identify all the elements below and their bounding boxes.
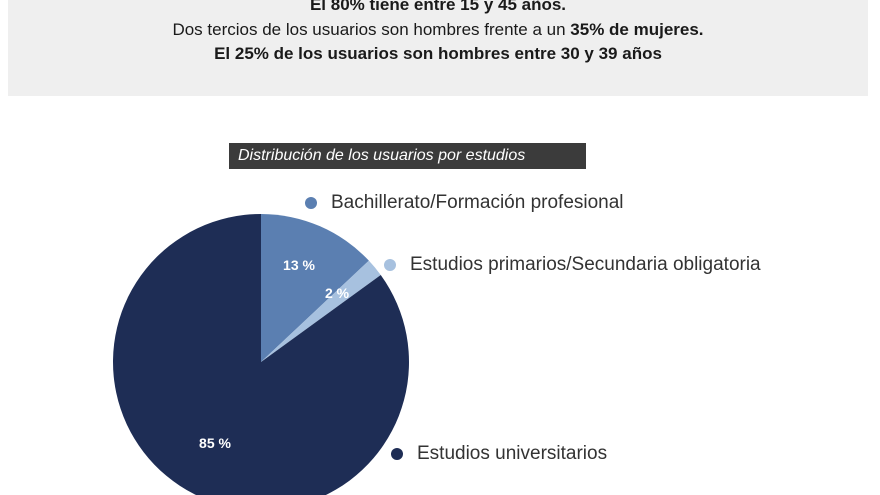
legend-dot-primarios: [384, 259, 396, 271]
chart-title: Distribución de los usuarios por estudio…: [229, 143, 586, 169]
slice-primarios: [261, 260, 381, 362]
legend-label-bachillerato: Bachillerato/Formación profesional: [331, 192, 624, 213]
slice-bachillerato: [261, 214, 369, 362]
info-line-2-text: Dos tercios de los usuarios son hombres …: [172, 20, 571, 39]
info-line-2-bold: 35% de mujeres.: [570, 20, 704, 39]
legend-dot-bachillerato: [305, 197, 317, 209]
label-universitarios: 85 %: [199, 435, 231, 451]
legend-label-primarios: Estudios primarios/Secundaria obligatori…: [410, 254, 761, 275]
info-box: El 80% tiene entre 15 y 45 años. Dos ter…: [8, 0, 868, 96]
label-bachillerato: 13 %: [283, 257, 315, 273]
legend-item-bachillerato: Bachillerato/Formación profesional: [305, 191, 624, 215]
slice-universitarios: [113, 214, 409, 495]
info-line-2: Dos tercios de los usuarios son hombres …: [8, 19, 868, 41]
legend-dot-universitarios: [391, 448, 403, 460]
info-line-3: El 25% de los usuarios son hombres entre…: [214, 44, 662, 63]
legend-label-universitarios: Estudios universitarios: [417, 443, 608, 464]
info-line-1: El 80% tiene entre 15 y 45 años.: [309, 0, 567, 14]
legend-item-universitarios: Estudios universitarios: [391, 442, 607, 466]
legend-item-primarios: Estudios primarios/Secundaria obligatori…: [384, 253, 761, 277]
label-primarios: 2 %: [325, 285, 350, 301]
